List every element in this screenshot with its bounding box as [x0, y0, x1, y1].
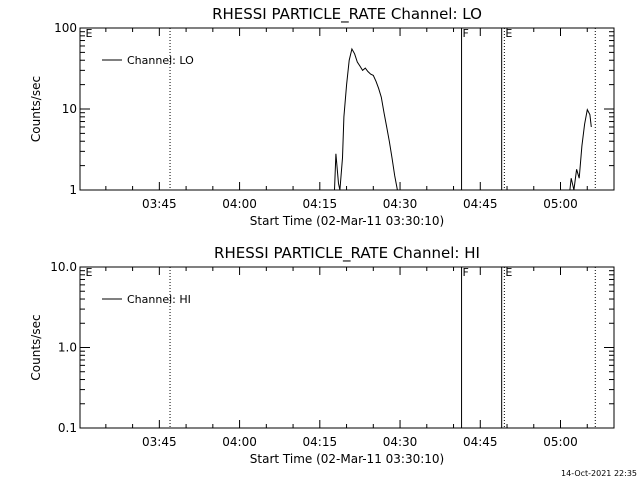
- x-tick-label: 04:15: [303, 197, 338, 211]
- event-marker-label: E: [505, 27, 512, 40]
- chart-title: RHESSI PARTICLE_RATE Channel: HI: [214, 244, 480, 263]
- series-line-lo-segment-2: [569, 108, 592, 191]
- y-tick-label: 1.0: [58, 341, 77, 355]
- x-tick-label: 04:15: [303, 435, 338, 449]
- x-tick-label: 03:45: [142, 197, 177, 211]
- y-axis-label: Counts/sec: [29, 76, 43, 142]
- hi-channel-panel: RHESSI PARTICLE_RATE Channel: HI Start Ti…: [29, 244, 615, 466]
- event-marker-label: E: [85, 266, 92, 279]
- lo-channel-panel: RHESSI PARTICLE_RATE Channel: LO Start Ti…: [29, 5, 615, 228]
- x-tick-label: 05:00: [543, 197, 578, 211]
- x-tick-label: 04:30: [383, 435, 418, 449]
- legend-label: Channel: HI: [127, 293, 191, 306]
- y-tick-label: 100: [54, 21, 77, 35]
- series-line-lo-segment-1: [334, 47, 398, 191]
- y-tick-label: 0.1: [58, 421, 77, 435]
- event-marker-label: E: [505, 266, 512, 279]
- x-tick-label: 04:45: [463, 435, 498, 449]
- plot-frame: [79, 266, 615, 429]
- event-marker-label: E: [85, 27, 92, 40]
- chart-title: RHESSI PARTICLE_RATE Channel: LO: [212, 5, 482, 24]
- event-marker-label: F: [463, 27, 469, 40]
- x-tick-label: 04:45: [463, 197, 498, 211]
- y-tick-label: 1: [69, 183, 77, 197]
- x-tick-label: 04:00: [222, 197, 257, 211]
- plot-timestamp: 14-Oct-2021 22:35: [561, 469, 637, 478]
- x-axis-label: Start Time (02-Mar-11 03:30:10): [250, 452, 444, 466]
- x-axis-label: Start Time (02-Mar-11 03:30:10): [250, 214, 444, 228]
- y-tick-label: 10.0: [50, 260, 77, 274]
- x-tick-label: 04:00: [222, 435, 257, 449]
- y-tick-label: 10: [62, 102, 77, 116]
- x-tick-label: 03:45: [142, 435, 177, 449]
- x-tick-label: 05:00: [543, 435, 578, 449]
- y-axis-label: Counts/sec: [29, 314, 43, 380]
- legend-label: Channel: LO: [127, 54, 194, 67]
- plot-frame: [79, 27, 615, 191]
- event-marker-label: F: [463, 266, 469, 279]
- x-tick-label: 04:30: [383, 197, 418, 211]
